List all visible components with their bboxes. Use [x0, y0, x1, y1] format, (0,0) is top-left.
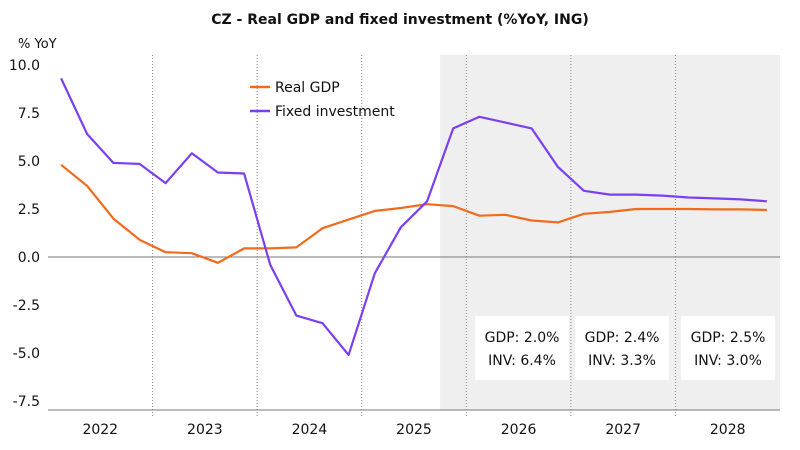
y-tick-label: 7.5: [18, 106, 40, 122]
annotation-gdp: GDP: 2.4%: [585, 330, 660, 346]
y-tick-label: 5.0: [18, 154, 40, 170]
grid: [48, 55, 780, 418]
forecast-annotation: GDP: 2.5% INV: 3.0%: [681, 316, 775, 380]
annotation-box: [681, 316, 775, 380]
annotation-box: [475, 316, 569, 380]
y-tick-label: 0.0: [18, 250, 40, 266]
legend-label: Real GDP: [275, 80, 340, 96]
annotation-gdp: GDP: 2.0%: [485, 330, 560, 346]
y-axis: 10.0 7.5 5.0 2.5 0.0 -2.5 -5.0 -7.5: [9, 58, 40, 410]
legend-label: Fixed investment: [275, 104, 395, 120]
y-tick-label: -5.0: [13, 346, 40, 362]
series-line-fixed-investment: [60, 77, 767, 356]
y-tick-label: -2.5: [13, 298, 40, 314]
series-line-real-gdp: [60, 163, 767, 264]
y-tick-label: -7.5: [13, 394, 40, 410]
annotation-inv: INV: 3.0%: [694, 353, 762, 369]
chart-title: CZ - Real GDP and fixed investment (%YoY…: [211, 12, 589, 28]
x-tick-label: 2024: [292, 422, 328, 438]
forecast-annotation: GDP: 2.0% INV: 6.4%: [475, 316, 569, 380]
x-axis: 2022 2023 2024 2025 2026 2027 2028: [82, 422, 745, 438]
x-tick-label: 2026: [501, 422, 537, 438]
x-tick-label: 2022: [82, 422, 118, 438]
annotation-gdp: GDP: 2.5%: [691, 330, 766, 346]
legend: Real GDP Fixed investment: [250, 80, 395, 120]
y-tick-label: 10.0: [9, 58, 40, 74]
x-tick-label: 2028: [710, 422, 746, 438]
y-tick-label: 2.5: [18, 202, 40, 218]
annotation-inv: INV: 3.3%: [588, 353, 656, 369]
x-tick-label: 2027: [605, 422, 641, 438]
annotation-box: [575, 316, 669, 380]
forecast-annotation: GDP: 2.4% INV: 3.3%: [575, 316, 669, 380]
annotation-boxes: GDP: 2.0%INV: 6.4%GDP: 2.4%INV: 3.3%GDP:…: [475, 316, 775, 380]
annotation-inv: INV: 6.4%: [488, 353, 556, 369]
series-layer: [60, 77, 767, 356]
y-axis-label: % YoY: [18, 37, 57, 52]
x-tick-label: 2025: [396, 422, 432, 438]
x-tick-label: 2023: [187, 422, 223, 438]
